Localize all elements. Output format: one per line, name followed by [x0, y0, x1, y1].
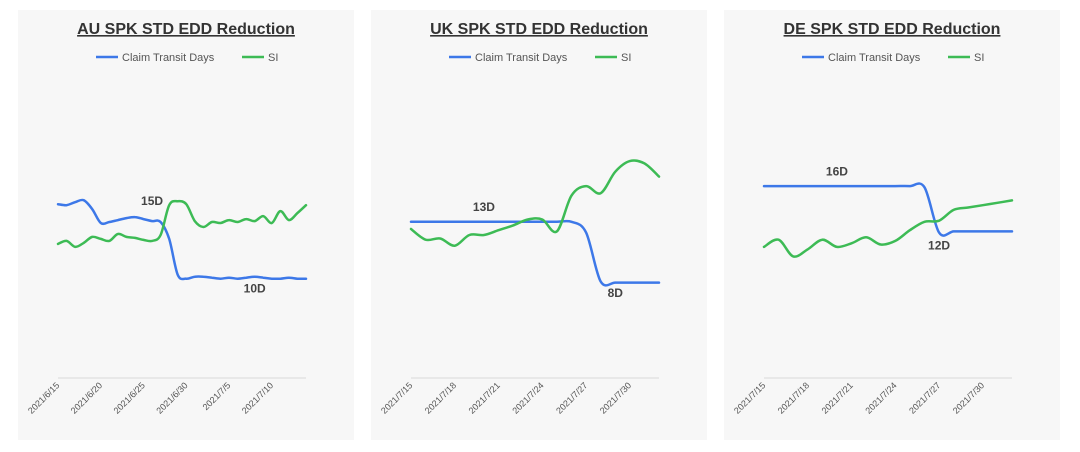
legend-label-transit: Claim Transit Days: [122, 52, 215, 64]
chart-title: UK SPK STD EDD Reduction: [430, 21, 648, 38]
x-tick-label: 2021/7/15: [379, 380, 414, 415]
chart-title: DE SPK STD EDD Reduction: [784, 21, 1001, 38]
x-tick-label: 2021/7/30: [951, 380, 986, 415]
data-label-1: 13D: [473, 200, 495, 214]
legend: Claim Transit Days SI: [449, 52, 631, 64]
x-tick-label: 2021/6/30: [154, 380, 189, 415]
series-line-transit: [56, 198, 308, 281]
data-label-2: 10D: [244, 282, 266, 296]
legend-label-si: SI: [621, 52, 631, 64]
series-line-si: [56, 199, 308, 249]
data-label-1: 16D: [826, 164, 848, 178]
series-line-si: [409, 159, 661, 247]
chart-au: AU SPK STD EDD Reduction Claim Transit Da…: [26, 21, 308, 416]
series-line-transit: [762, 182, 1014, 237]
data-label-1: 15D: [141, 194, 163, 208]
chart-panel-uk: UK SPK STD EDD Reduction Claim Transit Da…: [371, 10, 707, 440]
x-tick-label: 2021/7/27: [554, 380, 589, 415]
series-line-si: [762, 199, 1014, 258]
x-tick-label: 2021/7/18: [423, 380, 458, 415]
x-tick-label: 2021/7/27: [907, 380, 942, 415]
x-tick-label: 2021/7/10: [240, 380, 275, 415]
chart-uk: UK SPK STD EDD Reduction Claim Transit Da…: [379, 21, 661, 416]
chart-panel-de: DE SPK STD EDD Reduction Claim Transit Da…: [724, 10, 1060, 440]
x-tick-label: 2021/7/30: [598, 380, 633, 415]
data-label-2: 8D: [608, 286, 624, 300]
x-tick-label: 2021/7/15: [732, 380, 767, 415]
series-line-transit: [409, 219, 661, 287]
chart-de: DE SPK STD EDD Reduction Claim Transit Da…: [732, 21, 1014, 416]
chart-title: AU SPK STD EDD Reduction: [77, 21, 295, 38]
x-tick-label: 2021/7/21: [820, 380, 855, 415]
chart-panel-au: AU SPK STD EDD Reduction Claim Transit Da…: [18, 10, 354, 440]
legend-label-si: SI: [974, 52, 984, 64]
x-tick-label: 2021/7/21: [467, 380, 502, 415]
x-tick-label: 2021/7/18: [776, 380, 811, 415]
data-label-2: 12D: [928, 238, 950, 252]
x-tick-label: 2021/6/20: [69, 380, 104, 415]
legend-label-transit: Claim Transit Days: [475, 52, 568, 64]
legend: Claim Transit Days SI: [802, 52, 984, 64]
x-tick-label: 2021/7/5: [201, 380, 233, 412]
x-tick-label: 2021/7/24: [510, 380, 545, 415]
legend-label-si: SI: [268, 52, 278, 64]
legend: Claim Transit Days SI: [96, 52, 278, 64]
legend-label-transit: Claim Transit Days: [828, 52, 921, 64]
x-tick-label: 2021/6/15: [26, 380, 61, 415]
x-tick-label: 2021/6/25: [112, 380, 147, 415]
x-tick-label: 2021/7/24: [863, 380, 898, 415]
